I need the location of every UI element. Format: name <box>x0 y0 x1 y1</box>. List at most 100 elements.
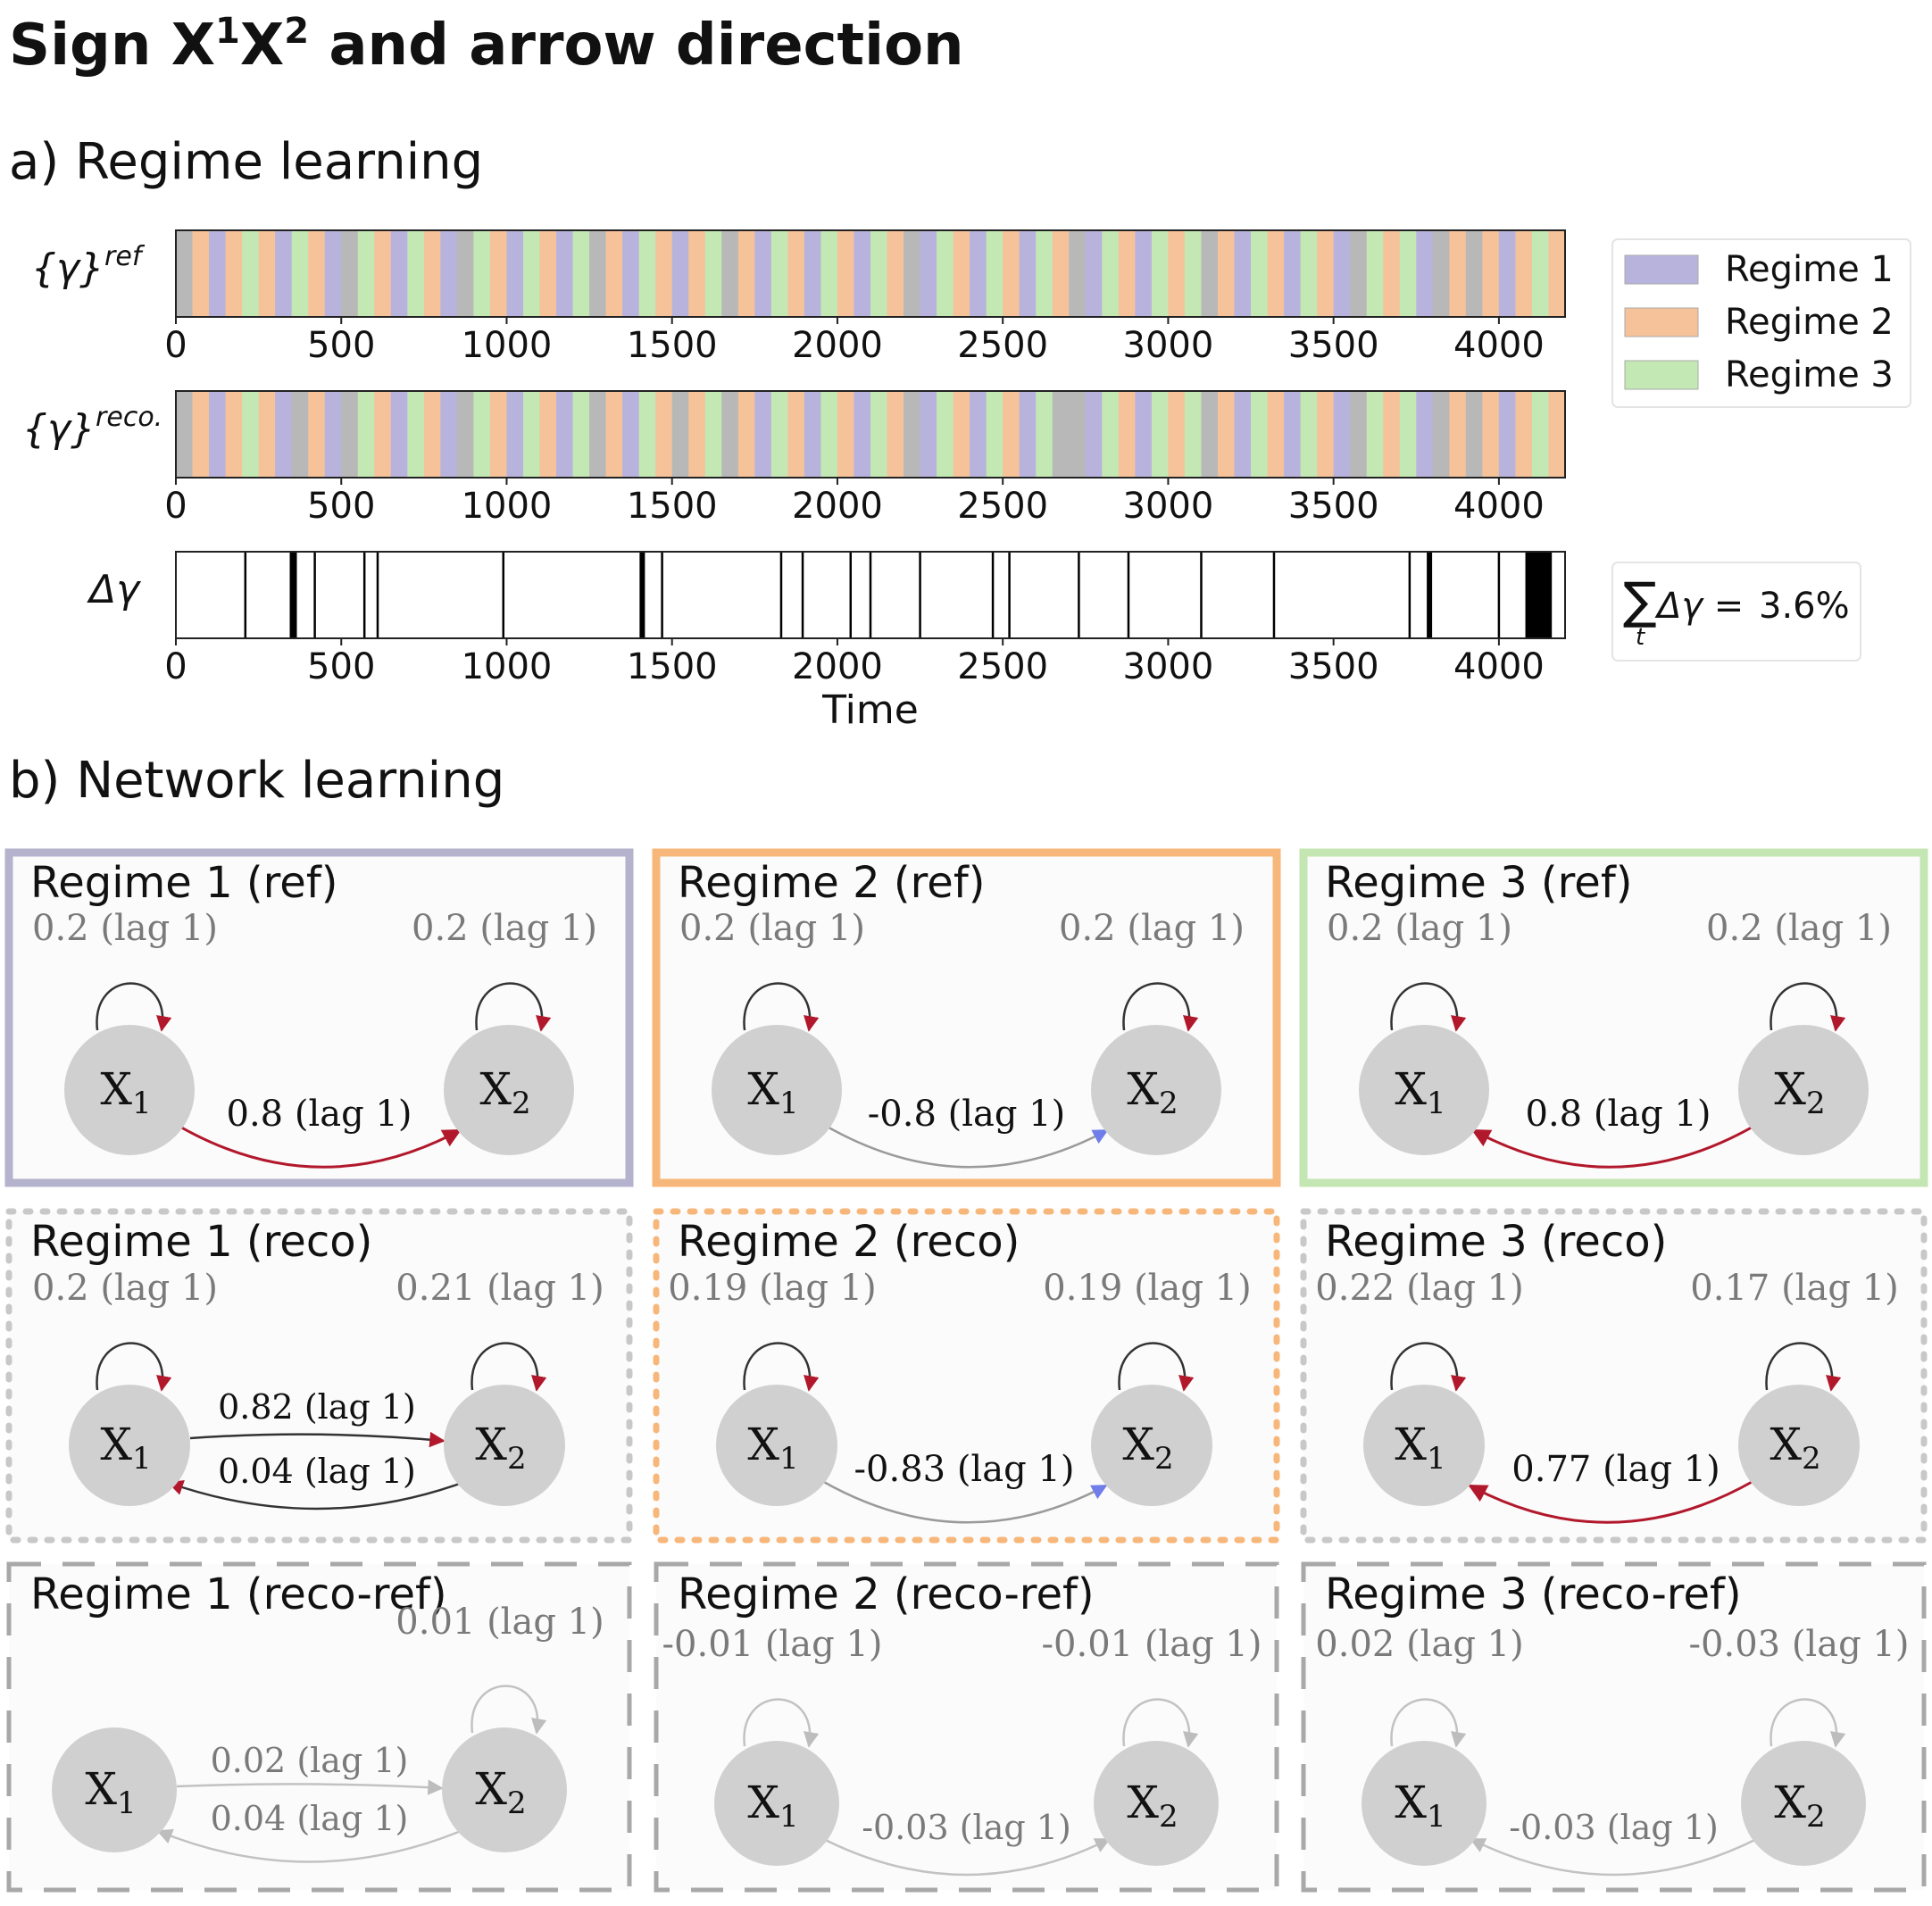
regime-segment <box>1003 230 1020 317</box>
tick-label: 500 <box>307 646 375 687</box>
node-x1 <box>69 1385 190 1506</box>
node-x1 <box>1363 1385 1485 1506</box>
regime-segment <box>1036 391 1053 478</box>
node-label-x1: X1 <box>1395 1777 1445 1835</box>
regime-segment <box>1399 230 1417 317</box>
regime-segment <box>754 230 772 317</box>
cross-edge <box>1470 1124 1755 1169</box>
node-label-x1: X1 <box>100 1419 151 1477</box>
self-loop-edge <box>96 982 172 1032</box>
cross-edge-backward <box>156 1828 462 1863</box>
regime-segment <box>953 230 970 317</box>
regime-segment <box>390 230 408 317</box>
node-label-x1: X1 <box>1395 1063 1445 1121</box>
section-a-label: a) Regime learning <box>9 133 483 191</box>
regime-segment <box>704 391 722 478</box>
tick-label: 1000 <box>462 646 553 687</box>
regime-segment <box>1251 391 1269 478</box>
time-axes: 0 500 1000 1500 2000 2500 3000 3500 4000 0 500 1000… <box>164 317 1545 687</box>
regime-segment <box>556 230 574 317</box>
regime-legend: Regime 1 Regime 2 Regime 3 <box>1611 238 1911 408</box>
cross-edge-forward <box>189 1431 446 1448</box>
tick-label: 2000 <box>792 325 883 366</box>
regime-segment <box>308 391 326 478</box>
regime-segment <box>655 230 673 317</box>
regime-segment <box>572 230 590 317</box>
self-loop-edge <box>743 982 820 1032</box>
regime-segment <box>275 391 293 478</box>
node-x1 <box>52 1727 177 1852</box>
regime-segment <box>1465 391 1483 478</box>
regime-segment <box>804 230 821 317</box>
self-loop-edge <box>743 1698 820 1748</box>
regime-segment <box>986 391 1003 478</box>
reco-regime-strip <box>175 390 1566 479</box>
tick-label: 500 <box>307 325 375 366</box>
self-loop-edge <box>96 1342 172 1392</box>
regime-segment <box>556 391 574 478</box>
regime-segment <box>176 391 194 478</box>
node-x1 <box>712 1025 842 1155</box>
regime-segment <box>242 230 260 317</box>
regime-segment <box>622 391 640 478</box>
node-label-x2: X2 <box>1127 1063 1178 1121</box>
regime-segment <box>1531 230 1549 317</box>
regime-segment <box>754 391 772 478</box>
regime-segment <box>870 230 888 317</box>
regime-segment <box>1218 391 1236 478</box>
regime-segment <box>837 230 854 317</box>
regime-segment <box>440 391 458 478</box>
regime-segment <box>456 391 474 478</box>
node-x2 <box>1091 1385 1212 1506</box>
regime-segment <box>1085 230 1103 317</box>
tick-label: 2500 <box>957 486 1048 527</box>
regime-segment <box>258 230 276 317</box>
regime-segment <box>970 391 987 478</box>
self-loop-label-x2: 0.2 (lag 1) <box>1059 908 1245 949</box>
regime-segment <box>937 391 954 478</box>
self-loop-edge <box>1765 1342 1842 1392</box>
node-x2 <box>1741 1741 1866 1866</box>
panel-title: Regime 1 (reco-ref) <box>30 1569 447 1619</box>
regime-segment <box>787 230 805 317</box>
node-label-x2: X2 <box>479 1063 530 1121</box>
tick-label: 1000 <box>462 325 553 366</box>
node-x1 <box>1359 1025 1489 1155</box>
self-loop-label-x2: 0.2 (lag 1) <box>1706 908 1892 949</box>
regime-segment <box>1449 230 1467 317</box>
regime-segment <box>1168 230 1186 317</box>
regime-segment <box>1201 230 1219 317</box>
regime-segment <box>1085 391 1103 478</box>
tick-label: 1500 <box>627 646 718 687</box>
node-label-x2: X2 <box>475 1419 526 1477</box>
self-loop-edge <box>1122 982 1199 1032</box>
regime-segment <box>308 230 326 317</box>
tick-label: 3000 <box>1123 646 1214 687</box>
sum-value: 3.6% <box>1759 586 1850 627</box>
regime-segment <box>258 391 276 478</box>
regime-segment <box>1317 230 1335 317</box>
regime-segment <box>456 230 474 317</box>
regime-segment <box>523 391 541 478</box>
regime-segment <box>770 391 788 478</box>
panel-5: Regime 2 (reco)0.19 (lag 1) 0.19 (lag 1)-… <box>653 1208 1280 1544</box>
tick-label: 0 <box>164 325 187 366</box>
regime-segment <box>1366 391 1384 478</box>
regime-segment <box>770 230 788 317</box>
regime-segment <box>341 230 359 317</box>
regime-segment <box>721 230 739 317</box>
regime-segment <box>506 391 524 478</box>
regime-segment <box>209 230 227 317</box>
legend-swatch-regime-1 <box>1624 254 1699 285</box>
regime-segment <box>1234 391 1252 478</box>
regime-segment <box>357 391 375 478</box>
sum-index: t <box>1636 624 1645 651</box>
panel-title: Regime 2 (ref) <box>678 858 985 908</box>
panel-4: Regime 1 (reco)0.2 (lag 1) 0.21 (lag 1) 0.… <box>5 1208 633 1544</box>
regime-segment <box>920 230 937 317</box>
regime-segment <box>1482 391 1500 478</box>
regime-segment <box>1515 230 1533 317</box>
delta-change-block <box>1525 552 1553 638</box>
cross-edge-label-bottom: 0.04 (lag 1) <box>218 1452 416 1491</box>
self-loop-edge <box>1770 982 1846 1032</box>
